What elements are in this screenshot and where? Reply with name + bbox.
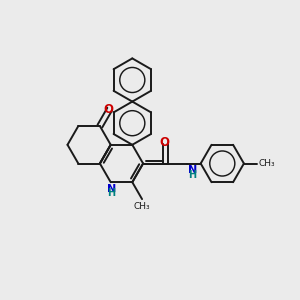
Text: N: N [188, 165, 197, 175]
Text: O: O [159, 136, 169, 149]
Text: CH₃: CH₃ [134, 202, 150, 211]
Text: N: N [107, 184, 116, 194]
Text: H: H [107, 188, 116, 198]
Text: CH₃: CH₃ [259, 159, 275, 168]
Text: O: O [103, 103, 113, 116]
Text: H: H [188, 170, 196, 180]
